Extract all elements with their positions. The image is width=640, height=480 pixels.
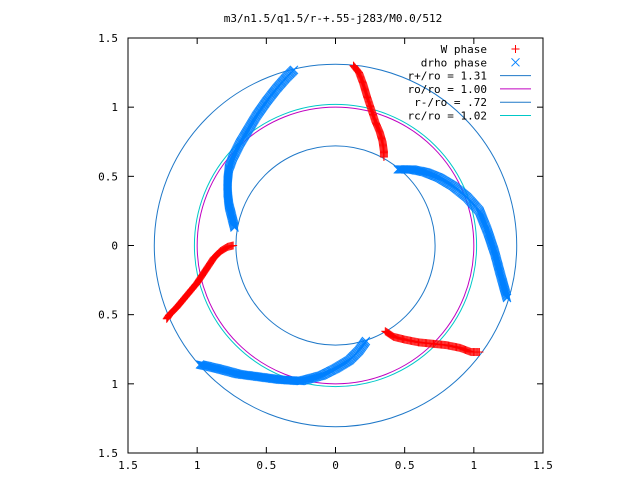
circle-r+ — [153, 63, 518, 428]
drho-phase-point — [198, 360, 208, 370]
circle-rc — [193, 103, 478, 388]
drho-phase-point — [197, 360, 207, 370]
drho-phase-point — [230, 223, 239, 232]
w-phase-point — [163, 313, 172, 322]
data-points — [162, 61, 512, 386]
x-tick-label: 0 — [332, 459, 339, 472]
chart-title: m3/n1.5/q1.5/r-+.55-j283/M0.0/512 — [224, 12, 443, 25]
drho-phase-point — [502, 292, 512, 302]
x-axis: 1.5 1 0.5 0 0.5 1 1.5 — [118, 38, 553, 472]
circle-r- — [235, 145, 436, 346]
x-tick-label: 1 — [471, 459, 478, 472]
w-phase-point — [162, 314, 171, 323]
legend-plus-marker — [511, 45, 520, 53]
circle-ro — [196, 106, 475, 385]
y-tick-label: 0.5 — [98, 309, 118, 322]
drho-phase-point — [502, 293, 512, 303]
reference-circles — [153, 63, 518, 428]
legend-label: ro/ro = 1.00 — [408, 83, 487, 96]
x-tick-label: 1 — [194, 459, 201, 472]
w-phase-point — [379, 152, 388, 161]
drho-phase-point — [195, 360, 205, 369]
y-tick-label: 0.5 — [98, 170, 118, 183]
x-tick-label: 1.5 — [118, 459, 138, 472]
legend-label: drho phase — [421, 56, 487, 69]
x-tick-label: 0.5 — [256, 459, 276, 472]
legend-label: rc/ro = 1.02 — [408, 110, 487, 123]
y-tick-label: 0 — [111, 240, 118, 253]
y-tick-label: 1.5 — [98, 32, 118, 45]
w-phase-point — [163, 313, 172, 322]
drho-phase-point — [196, 360, 206, 370]
legend-label: r+/ro = 1.31 — [408, 70, 487, 83]
drho-phase-point — [229, 219, 239, 229]
legend-label: r-/ro = .72 — [414, 96, 487, 109]
y-tick-label: 1 — [111, 101, 118, 114]
drho-phase-point — [229, 222, 239, 231]
x-tick-label: 0.5 — [395, 459, 415, 472]
drho-phase-point — [229, 220, 239, 230]
drho-phase-point — [502, 291, 511, 301]
y-tick-label: 1 — [111, 378, 118, 391]
legend-cross-marker — [511, 57, 520, 67]
drho-phase-point — [501, 290, 511, 300]
legend-label: W phase — [441, 43, 487, 56]
y-tick-label: 1.5 — [98, 447, 118, 460]
y-axis: 1.5 1 0.5 0 0.5 1 1.5 — [98, 32, 543, 460]
x-tick-label: 1.5 — [533, 459, 553, 472]
w-phase-point — [475, 348, 484, 357]
